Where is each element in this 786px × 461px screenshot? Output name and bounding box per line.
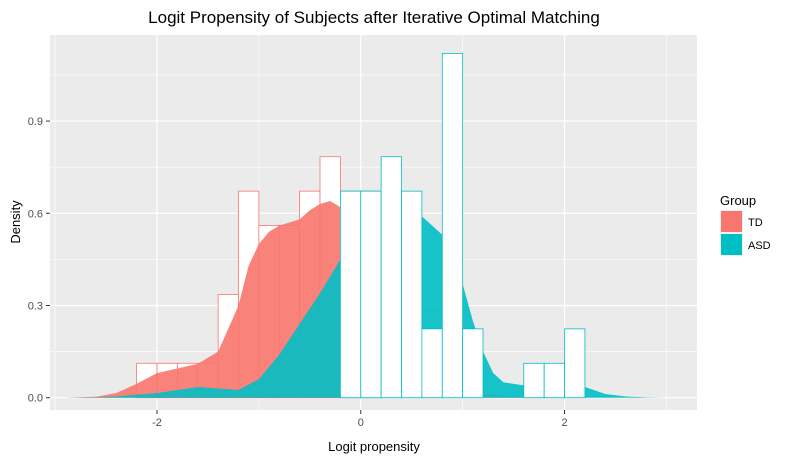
histogram-bar-asd (360, 190, 382, 399)
axes: -2 0 2 0.0 0.3 0.6 0.9 (28, 116, 568, 429)
histogram-bar-asd (401, 190, 423, 399)
legend-label-td: TD (748, 217, 763, 229)
legend-label-asd: ASD (748, 240, 771, 252)
legend: Group TD ASD (720, 193, 771, 256)
histogram-bar-asd (462, 328, 484, 399)
legend-swatch-asd (721, 234, 742, 255)
histogram-bar-asd (564, 328, 586, 399)
histogram-bar-asd (421, 328, 443, 399)
histogram-bar-asd (441, 53, 464, 399)
y-tick-label: 0.6 (28, 208, 43, 220)
x-tick-label: 0 (358, 417, 364, 429)
y-tick-label: 0.9 (28, 116, 43, 128)
histogram-bar-asd (339, 190, 362, 399)
histogram-bar-asd (380, 156, 402, 399)
y-tick-label: 0.3 (28, 300, 43, 312)
chart-title: Logit Propensity of Subjects after Itera… (148, 8, 600, 27)
histogram-asd (339, 53, 586, 399)
y-tick-label: 0.0 (28, 393, 43, 405)
x-tick-label: -2 (152, 417, 162, 429)
histogram-bar-asd (543, 362, 565, 399)
histogram-bar-asd (523, 362, 545, 399)
y-axis-label: Density (8, 200, 23, 244)
legend-title: Group (720, 193, 756, 208)
legend-swatch-td (721, 211, 742, 232)
x-tick-label: 2 (561, 417, 567, 429)
x-axis-label: Logit propensity (328, 439, 420, 454)
